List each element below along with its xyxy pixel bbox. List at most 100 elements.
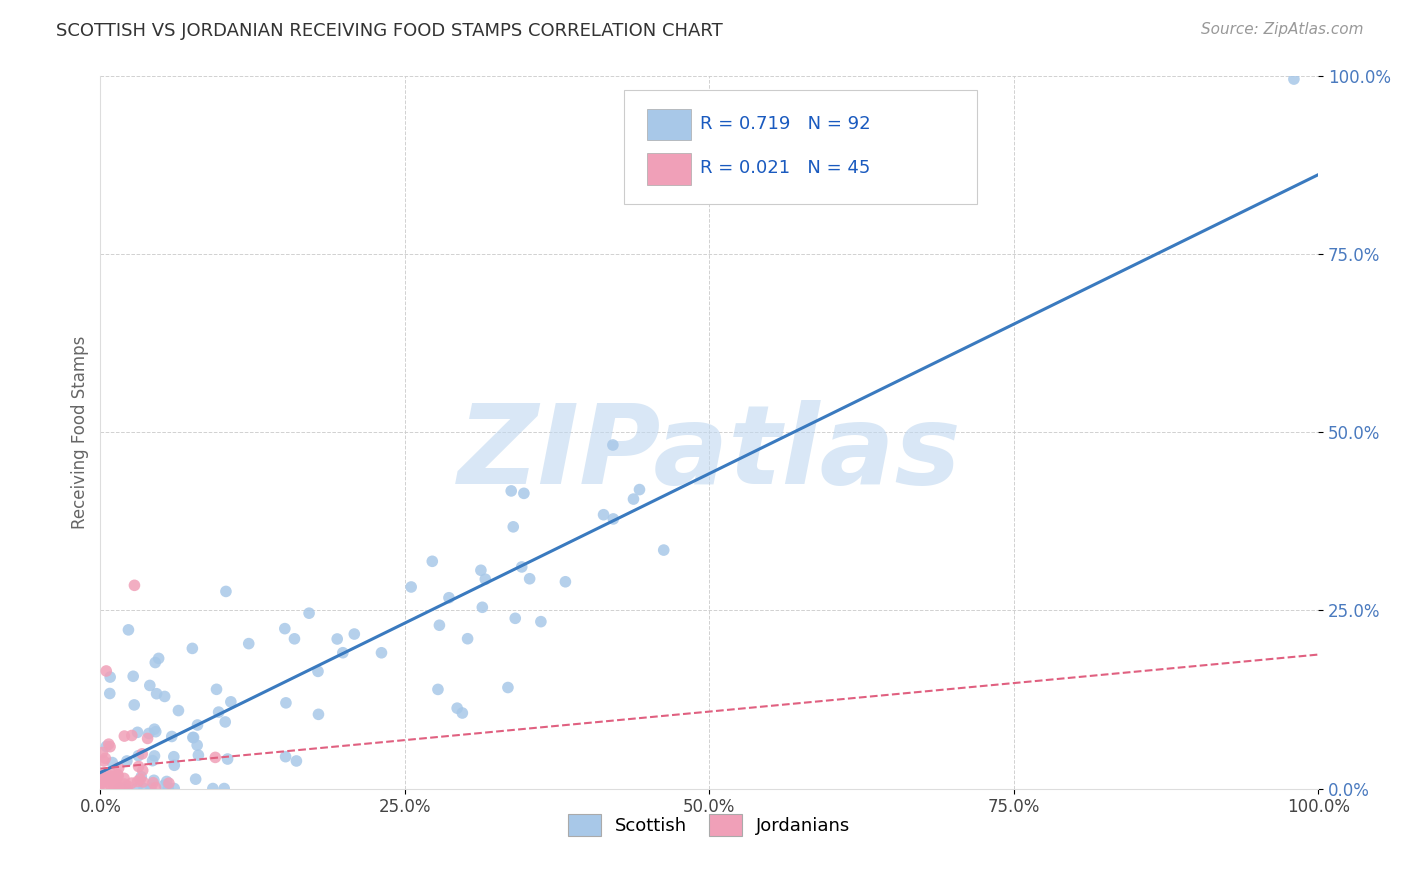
- Point: [219, 695, 242, 709]
- Point: [399, 580, 422, 594]
- FancyBboxPatch shape: [647, 153, 690, 185]
- Legend: Scottish, Jordanians: Scottish, Jordanians: [561, 807, 858, 844]
- Point: [628, 483, 651, 497]
- Point: [283, 632, 305, 646]
- Point: [623, 491, 645, 506]
- Point: [163, 758, 186, 772]
- Point: [91, 774, 114, 789]
- Point: [181, 641, 204, 656]
- Point: [204, 750, 226, 764]
- Point: [163, 749, 186, 764]
- Point: [496, 681, 519, 695]
- Point: [121, 729, 143, 743]
- Point: [1282, 72, 1305, 87]
- Point: [274, 696, 297, 710]
- Point: [437, 591, 460, 605]
- Point: [97, 737, 120, 751]
- Point: [96, 739, 118, 754]
- Point: [592, 508, 614, 522]
- Point: [142, 754, 165, 768]
- Point: [429, 618, 451, 632]
- Point: [143, 748, 166, 763]
- Point: [183, 731, 205, 745]
- Point: [103, 780, 125, 794]
- Point: [114, 781, 136, 796]
- Point: [205, 682, 228, 697]
- Point: [98, 739, 121, 754]
- Point: [132, 781, 155, 796]
- Point: [214, 714, 236, 729]
- Point: [139, 678, 162, 692]
- Point: [143, 656, 166, 670]
- Point: [142, 773, 165, 788]
- Point: [157, 781, 180, 796]
- Point: [131, 770, 153, 784]
- Point: [145, 780, 167, 795]
- Point: [652, 543, 675, 558]
- Point: [100, 771, 122, 785]
- Point: [114, 777, 136, 791]
- Point: [474, 572, 496, 586]
- Point: [117, 779, 139, 793]
- Point: [157, 776, 180, 790]
- Point: [108, 781, 131, 796]
- Point: [167, 704, 190, 718]
- Point: [326, 632, 349, 646]
- Point: [457, 632, 479, 646]
- Point: [107, 780, 129, 795]
- Point: [145, 687, 167, 701]
- Point: [112, 729, 135, 743]
- Point: [153, 690, 176, 704]
- Point: [238, 637, 260, 651]
- Point: [100, 765, 122, 780]
- Point: [131, 747, 153, 761]
- Point: [107, 767, 129, 781]
- Point: [145, 724, 167, 739]
- Point: [104, 776, 127, 790]
- Point: [160, 730, 183, 744]
- Point: [298, 606, 321, 620]
- Point: [143, 722, 166, 736]
- Point: [513, 486, 536, 500]
- Point: [101, 773, 124, 788]
- Point: [100, 769, 122, 783]
- Point: [186, 738, 208, 752]
- Point: [105, 779, 128, 793]
- Point: [91, 776, 114, 790]
- Point: [285, 754, 308, 768]
- FancyBboxPatch shape: [647, 109, 690, 140]
- Point: [94, 779, 117, 793]
- Point: [98, 670, 121, 684]
- Point: [212, 781, 235, 796]
- Point: [156, 774, 179, 789]
- Point: [100, 780, 122, 795]
- Point: [201, 781, 224, 796]
- Point: [274, 622, 297, 636]
- Point: [343, 627, 366, 641]
- Point: [96, 664, 118, 678]
- Point: [131, 764, 153, 778]
- Point: [602, 512, 624, 526]
- Text: R = 0.719   N = 92: R = 0.719 N = 92: [700, 115, 870, 133]
- Text: R = 0.021   N = 45: R = 0.021 N = 45: [700, 159, 870, 178]
- Point: [519, 572, 541, 586]
- Point: [139, 781, 162, 796]
- Point: [115, 754, 138, 768]
- Point: [122, 698, 145, 712]
- Point: [91, 772, 114, 786]
- Point: [186, 718, 208, 732]
- Point: [104, 781, 127, 796]
- Point: [127, 725, 149, 739]
- Point: [107, 761, 129, 775]
- Point: [136, 731, 159, 746]
- FancyBboxPatch shape: [624, 90, 977, 204]
- Point: [121, 776, 143, 790]
- Point: [181, 731, 204, 745]
- Point: [602, 438, 624, 452]
- Point: [122, 669, 145, 683]
- Point: [471, 600, 494, 615]
- Point: [91, 746, 114, 760]
- Text: ZIPatlas: ZIPatlas: [457, 400, 962, 507]
- Point: [107, 769, 129, 783]
- Point: [129, 772, 152, 787]
